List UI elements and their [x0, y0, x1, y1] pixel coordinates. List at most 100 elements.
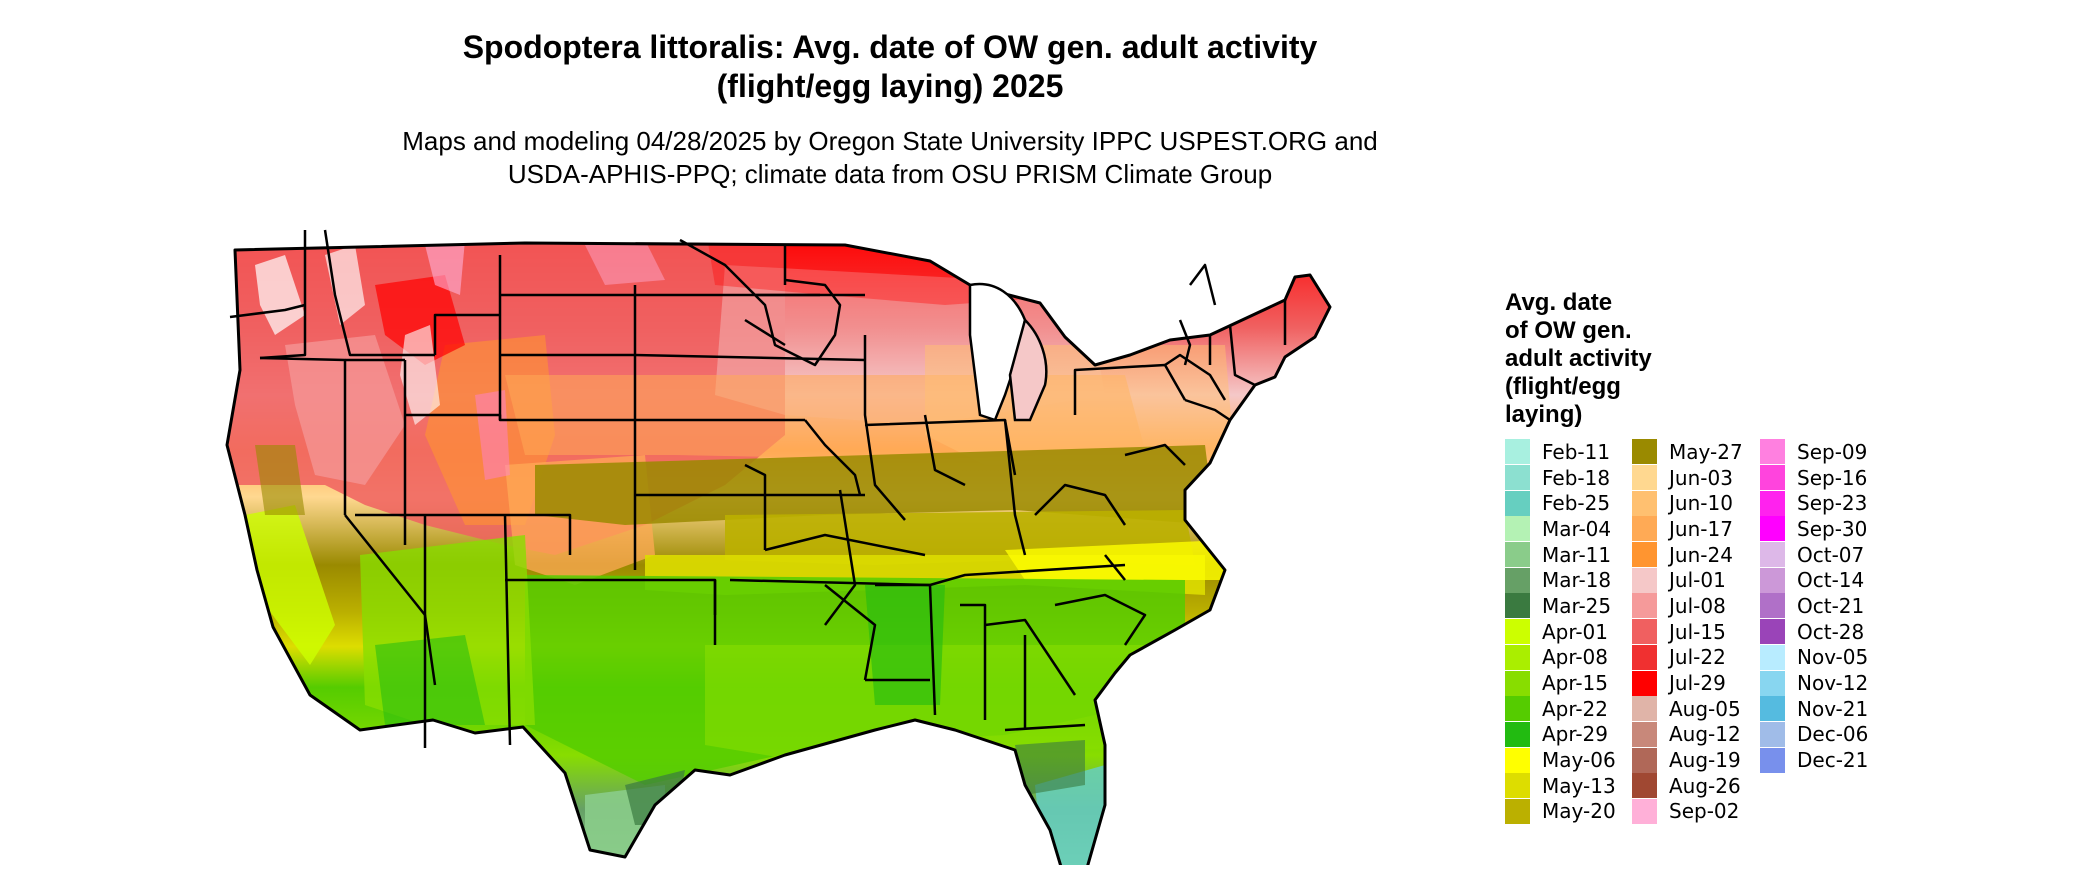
legend-swatch: [1760, 439, 1785, 465]
legend-label: May-06: [1542, 748, 1616, 773]
legend-item: Mar-18: [1505, 567, 1616, 593]
legend-label: Dec-06: [1797, 722, 1869, 747]
legend-swatch: [1505, 516, 1530, 542]
legend-label: Aug-12: [1669, 722, 1741, 747]
legend-title-line-4: (flight/egg: [1505, 373, 1621, 400]
legend-swatch: [1632, 465, 1657, 491]
legend-swatch: [1760, 490, 1785, 516]
legend-swatch: [1505, 542, 1530, 568]
map-subtitle-line-2: USDA-APHIS-PPQ; climate data from OSU PR…: [507, 159, 1273, 189]
legend-label: Jul-01: [1669, 568, 1726, 593]
legend-label: Oct-21: [1797, 593, 1865, 618]
legend-swatch: [1632, 721, 1657, 747]
legend-item: Jul-29: [1632, 670, 1743, 696]
legend-swatch: [1505, 721, 1530, 747]
legend-swatch: [1760, 567, 1785, 593]
us-map: [225, 229, 1332, 865]
state-boundaries: [225, 229, 1332, 865]
legend-label: Mar-18: [1542, 568, 1612, 593]
legend-swatch: [1505, 773, 1530, 799]
legend-swatch: [1760, 465, 1785, 491]
legend-swatch: [1632, 747, 1657, 773]
legend-swatch: [1505, 465, 1530, 491]
legend-item: Apr-29: [1505, 721, 1616, 748]
legend-label: Apr-29: [1542, 722, 1608, 747]
legend-item: Dec-06: [1760, 721, 1869, 748]
legend-item: Sep-16: [1760, 465, 1868, 491]
legend-label: Aug-05: [1669, 696, 1741, 721]
legend-swatch: [1632, 619, 1657, 645]
map-title-line-1: Spodoptera littoralis: Avg. date of OW g…: [462, 29, 1318, 65]
legend-item: May-27: [1632, 439, 1743, 465]
legend-item: May-06: [1505, 747, 1616, 773]
legend-swatch: [1505, 593, 1530, 619]
legend-title-line-5: laying): [1505, 401, 1583, 428]
legend-label: Aug-26: [1669, 773, 1741, 798]
legend-item: Mar-25: [1505, 593, 1616, 619]
map-title-line-2: (flight/egg laying) 2025: [716, 68, 1064, 104]
legend-item: Oct-14: [1760, 567, 1868, 593]
legend-swatch: [1632, 798, 1657, 824]
legend-label: Sep-23: [1797, 491, 1868, 516]
legend-item: Apr-01: [1505, 619, 1616, 645]
legend-swatch: [1760, 619, 1785, 645]
legend-swatch: [1760, 721, 1785, 747]
legend-swatch: [1632, 644, 1657, 670]
legend-title-line-3: adult activity: [1505, 345, 1652, 372]
legend-item: Feb-18: [1505, 465, 1616, 491]
legend-swatch: [1760, 644, 1785, 670]
legend-item: Jun-24: [1632, 542, 1743, 568]
legend-column-1: Feb-11 Feb-18 Feb-25 Mar-04 Mar-11 Mar-18 Mar-…: [1505, 439, 1616, 824]
legend-item: Dec-21: [1760, 747, 1868, 773]
legend-swatch: [1505, 644, 1530, 670]
legend-label: Nov-05: [1797, 645, 1869, 670]
legend-item: Jul-08: [1632, 593, 1743, 619]
legend-swatch: [1632, 567, 1657, 593]
legend-swatch: [1760, 516, 1785, 542]
legend-label: Jun-17: [1669, 516, 1733, 541]
legend-item: Mar-11: [1505, 542, 1616, 568]
legend-item: Sep-23: [1760, 490, 1868, 516]
legend-swatch: [1632, 593, 1657, 619]
legend-label: Jul-29: [1669, 671, 1726, 696]
legend-swatch: [1505, 567, 1530, 593]
legend-item: Oct-21: [1760, 593, 1868, 619]
phenology-raster: [227, 243, 1330, 865]
legend-label: Oct-28: [1797, 619, 1865, 644]
legend-label: Mar-11: [1542, 542, 1612, 567]
legend-label: Oct-07: [1797, 542, 1865, 567]
legend-label: May-20: [1542, 799, 1616, 824]
legend-swatch: [1505, 798, 1530, 824]
legend-label: Sep-16: [1797, 465, 1868, 490]
legend-item: Aug-12: [1632, 721, 1743, 748]
legend-swatch: [1632, 670, 1657, 696]
legend-label: Feb-11: [1542, 439, 1611, 464]
legend-swatch: [1760, 593, 1785, 619]
legend-item: Apr-22: [1505, 696, 1616, 722]
legend-item: Jul-22: [1632, 644, 1743, 671]
legend-item: Sep-09: [1760, 439, 1868, 465]
legend-item: Jun-10: [1632, 490, 1743, 516]
great-lakes-outline: [968, 282, 1048, 422]
legend-swatch: [1760, 542, 1785, 568]
legend-label: Sep-09: [1797, 439, 1868, 464]
legend-label: Jun-03: [1669, 465, 1733, 490]
legend-swatch: [1505, 490, 1530, 516]
legend-item: Nov-05: [1760, 644, 1869, 671]
legend-swatch: [1505, 747, 1530, 773]
legend-swatch: [1632, 542, 1657, 568]
legend-label: Apr-22: [1542, 696, 1608, 721]
legend-item: Oct-28: [1760, 619, 1868, 645]
legend-label: Aug-19: [1669, 748, 1741, 773]
legend-item: May-13: [1505, 773, 1616, 799]
legend-swatch: [1632, 490, 1657, 516]
legend-item: Nov-21: [1760, 696, 1868, 722]
legend-swatch: [1505, 619, 1530, 645]
legend-item: Apr-15: [1505, 670, 1616, 696]
legend-item: Sep-02: [1632, 798, 1743, 825]
map-subtitle: Maps and modeling 04/28/2025 by Oregon S…: [300, 125, 1480, 191]
legend-label: Apr-01: [1542, 619, 1608, 644]
legend-column-3: Sep-09 Sep-16 Sep-23 Sep-30 Oct-07 Oct-14 Oct-…: [1760, 439, 1868, 773]
legend-label: Dec-21: [1797, 748, 1869, 773]
legend-label: Jun-10: [1669, 491, 1733, 516]
